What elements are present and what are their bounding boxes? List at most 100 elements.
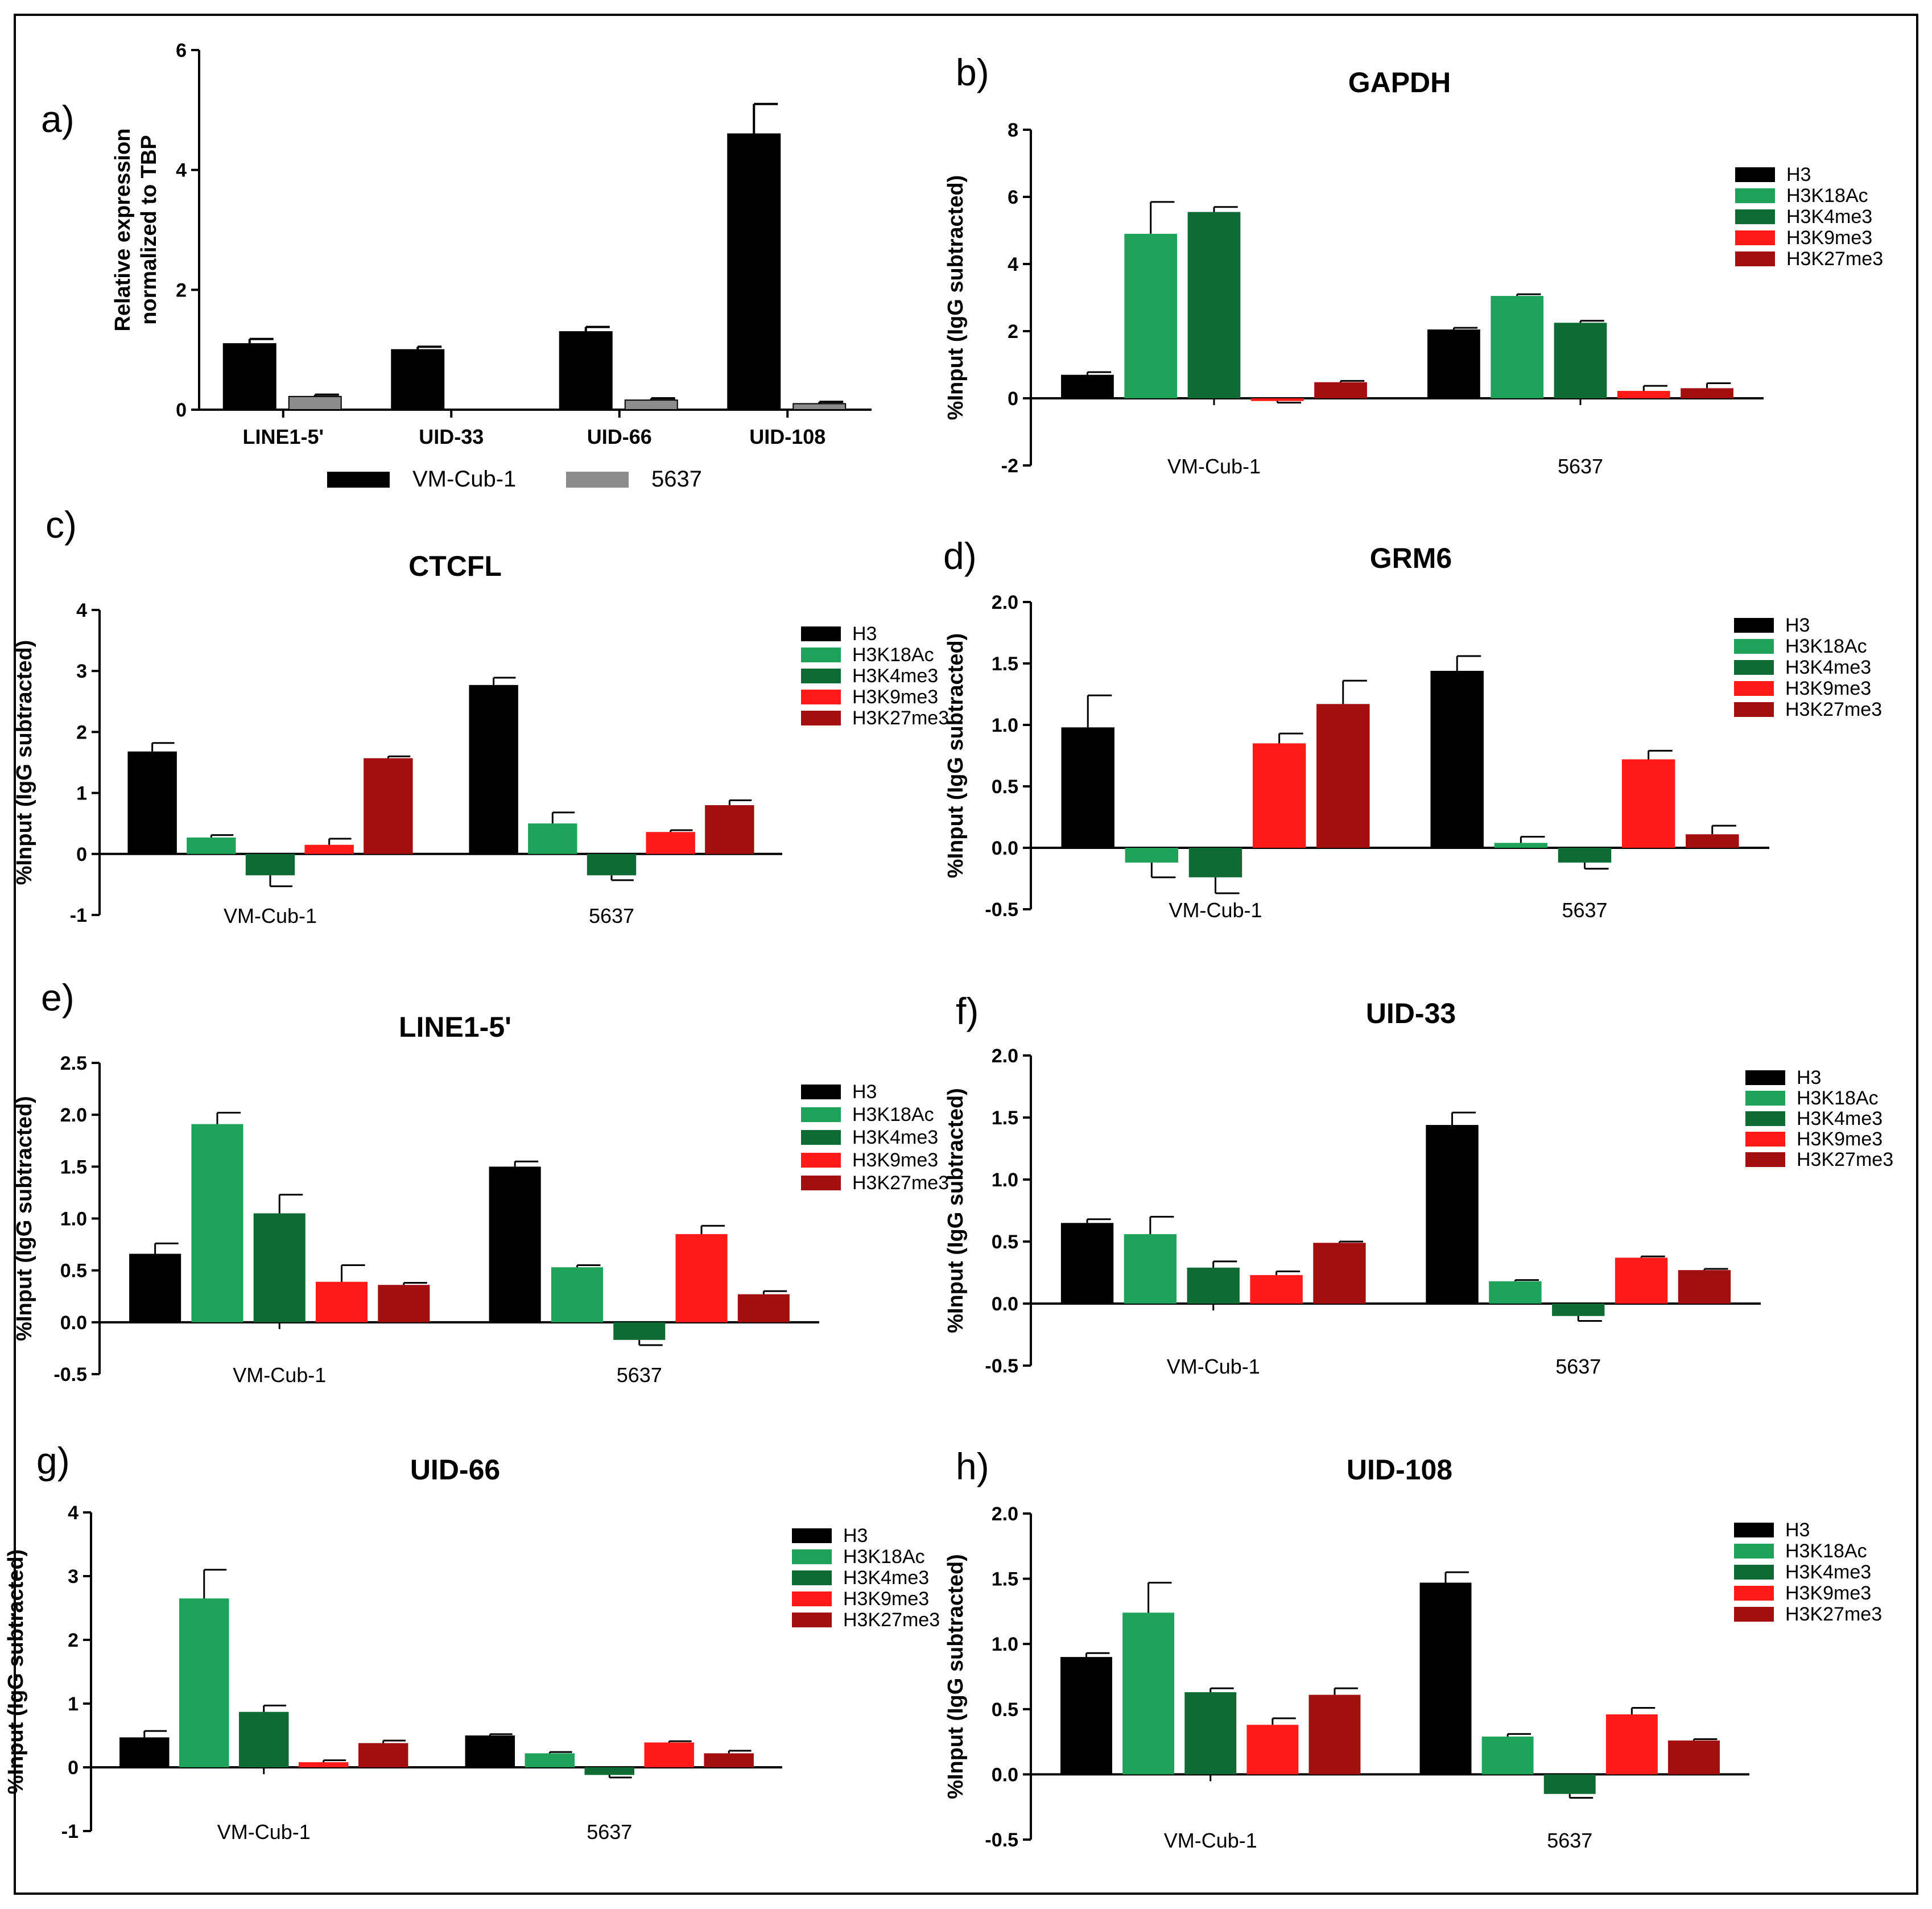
x-category-label: LINE1-5' — [242, 425, 324, 448]
bar — [245, 854, 295, 876]
legend-swatch — [1745, 1152, 1785, 1167]
bar — [613, 1322, 666, 1340]
y-tick-label: 0.5 — [60, 1260, 87, 1282]
legend-swatch — [792, 1570, 832, 1585]
y-tick-label: 4 — [1008, 254, 1018, 275]
legend-swatch — [566, 472, 629, 488]
y-axis-label: %Input (IgG subtracted) — [944, 1088, 968, 1333]
legend-swatch — [792, 1528, 832, 1543]
legend-swatch — [1745, 1111, 1785, 1126]
bar — [191, 1124, 243, 1322]
bar — [1668, 1740, 1720, 1775]
legend-label: H3K9me3 — [1785, 678, 1871, 699]
x-group-label: 5637 — [587, 1820, 632, 1844]
y-tick-label: 0 — [76, 844, 87, 865]
panel-g: g) UID-66 -1 0 1 2 3 4 %Input (IgG subtracted)… — [4, 1440, 940, 1844]
legend-swatch — [792, 1591, 832, 1606]
legend-label: H3K18Ac — [1785, 1540, 1867, 1562]
legend-swatch — [801, 1085, 841, 1099]
legend-swatch — [1734, 1607, 1774, 1622]
x-group-label: VM-Cub-1 — [224, 904, 317, 927]
legend-swatch — [801, 626, 841, 641]
y-tick-label: 1 — [76, 783, 87, 805]
bar — [1314, 382, 1367, 398]
y-tick-label: -0.5 — [985, 1829, 1018, 1851]
y-tick-label: 8 — [1008, 119, 1018, 141]
panel-d-letter: d) — [943, 535, 977, 577]
panel-e-title: LINE1-5' — [399, 1011, 511, 1043]
legend-label: H3K4me3 — [1786, 206, 1872, 228]
y-tick-label: 0.0 — [60, 1312, 87, 1334]
y-axis-label: Relative expression — [111, 129, 135, 332]
x-group-label: VM-Cub-1 — [217, 1820, 311, 1844]
y-tick-label: 1.5 — [60, 1156, 87, 1178]
panel-e: e) LINE1-5' -0.5 0.0 0.5 1.0 1.5 2.0 2.5 %Input… — [13, 976, 949, 1387]
bar — [551, 1267, 603, 1322]
bar — [1605, 1714, 1658, 1775]
legend-swatch — [1734, 660, 1774, 675]
legend-swatch — [792, 1613, 832, 1627]
legend-label: H3K27me3 — [1797, 1149, 1893, 1170]
bar — [1494, 843, 1548, 848]
x-group-label: VM-Cub-1 — [1169, 898, 1262, 922]
y-axis-label: %Input (IgG subtracted) — [4, 1549, 28, 1795]
y-axis-label: normalized to TBP — [137, 135, 161, 325]
legend-label: H3K27me3 — [1785, 699, 1882, 720]
x-group-label: 5637 — [1555, 1355, 1601, 1378]
bar — [489, 1166, 541, 1322]
panel-e-letter: e) — [41, 976, 75, 1019]
bar — [1430, 670, 1484, 848]
y-tick-label: -0.5 — [985, 899, 1018, 921]
legend-label: H3K4me3 — [1785, 657, 1871, 678]
y-axis-label: %Input (IgG subtracted) — [944, 1554, 968, 1799]
bar — [119, 1737, 170, 1767]
bar — [525, 1753, 575, 1767]
bar — [1188, 848, 1242, 877]
y-tick-label: 3 — [68, 1566, 79, 1588]
bar — [378, 1285, 430, 1322]
bar — [1124, 233, 1178, 398]
y-tick-label: 2 — [176, 279, 187, 301]
bar — [1681, 388, 1733, 398]
y-tick-label: 1.0 — [992, 1634, 1018, 1655]
bar — [1558, 848, 1612, 863]
bar — [288, 395, 342, 410]
legend-label: H3K18Ac — [1785, 636, 1867, 657]
panel-b-letter: b) — [956, 51, 989, 93]
bar — [127, 751, 177, 854]
panel-c: c) CTCFL -1 0 1 2 3 4 %Input (IgG subtracted) V… — [13, 504, 949, 927]
x-group-label: VM-Cub-1 — [1164, 1829, 1257, 1852]
bar — [624, 399, 678, 410]
x-group-label: VM-Cub-1 — [233, 1363, 326, 1387]
bar — [1554, 323, 1607, 398]
bar — [1061, 727, 1114, 848]
y-tick-label: 0.0 — [992, 1293, 1018, 1315]
bar — [187, 837, 236, 854]
bar — [1308, 1694, 1361, 1775]
legend-label: H3 — [843, 1525, 868, 1547]
y-tick-label: 4 — [76, 600, 87, 621]
y-tick-label: 1.5 — [992, 653, 1018, 675]
panel-d: d) GRM6 -0.5 0.0 0.5 1.0 1.5 2.0 %Input (IgG s… — [943, 535, 1882, 922]
legend-swatch — [1735, 209, 1775, 224]
x-group-label: 5637 — [617, 1363, 662, 1387]
bar — [1313, 1243, 1366, 1304]
legend-swatch — [801, 648, 841, 662]
legend-label: H3K9me3 — [1797, 1128, 1883, 1150]
y-tick-label: 2.0 — [60, 1104, 87, 1126]
panel-f: f) UID-33 -0.5 0.0 0.5 1.0 1.5 2.0 %Input (IgG… — [944, 990, 1893, 1378]
y-tick-label: 2 — [76, 721, 87, 743]
bar — [1125, 848, 1179, 863]
bar — [1184, 1692, 1237, 1775]
legend-label: H3K4me3 — [1785, 1561, 1871, 1583]
bar — [646, 832, 695, 854]
bar — [1060, 1223, 1114, 1304]
panel-c-letter: c) — [46, 504, 77, 546]
bar — [316, 1281, 368, 1322]
panel-g-letter: g) — [36, 1440, 70, 1482]
bar — [1252, 743, 1306, 848]
legend-swatch — [1745, 1070, 1785, 1085]
bar — [675, 1234, 728, 1322]
y-tick-label: 2.0 — [992, 1045, 1018, 1067]
bar — [1187, 212, 1241, 398]
